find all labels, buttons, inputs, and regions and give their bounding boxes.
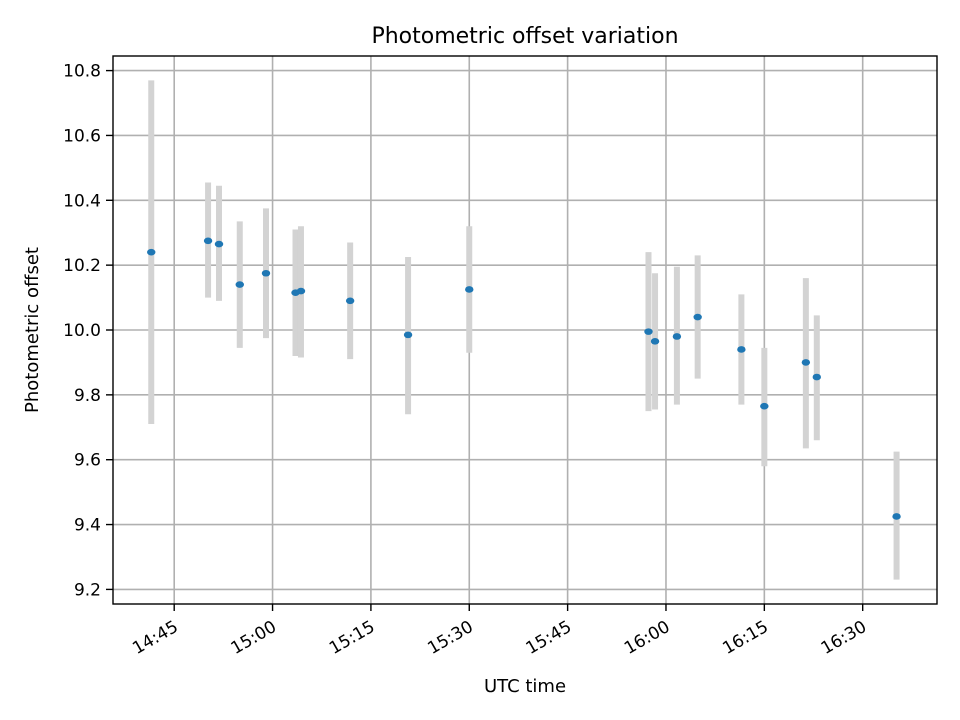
data-point <box>261 269 271 277</box>
y-tick-label: 9.2 <box>74 580 101 600</box>
data-point <box>403 331 413 339</box>
chart-title: Photometric offset variation <box>371 24 678 49</box>
grid-lines <box>113 56 937 604</box>
data-point <box>203 237 213 245</box>
y-tick-label: 10.6 <box>63 126 101 146</box>
y-tick-label: 10.8 <box>63 62 101 82</box>
data-point <box>892 513 901 520</box>
data-point <box>345 297 355 305</box>
data-point <box>650 338 660 345</box>
data-point <box>296 287 306 295</box>
y-tick-label: 10.4 <box>63 191 101 211</box>
y-tick-label: 9.4 <box>74 516 101 536</box>
data-point <box>465 286 474 293</box>
data-point <box>801 359 811 366</box>
data-point <box>812 373 821 381</box>
data-point <box>672 333 682 340</box>
data-point <box>737 346 746 353</box>
data-point <box>235 281 244 288</box>
y-tick-label: 9.8 <box>74 386 101 406</box>
data-point <box>644 328 653 335</box>
y-tick-label: 10.0 <box>63 321 101 341</box>
data-point <box>693 313 702 321</box>
y-axis-label: Photometric offset <box>22 247 43 413</box>
data-points <box>147 237 901 520</box>
data-point <box>760 402 769 410</box>
y-axis-ticks: 9.2 9.4 9.6 9.8 10.0 10.2 10.4 10.6 10.8 <box>63 62 113 600</box>
y-tick-label: 9.6 <box>74 451 101 471</box>
data-point <box>214 240 224 248</box>
data-point <box>147 248 156 256</box>
x-axis-label: UTC time <box>484 676 566 697</box>
y-tick-label: 10.2 <box>63 256 101 276</box>
